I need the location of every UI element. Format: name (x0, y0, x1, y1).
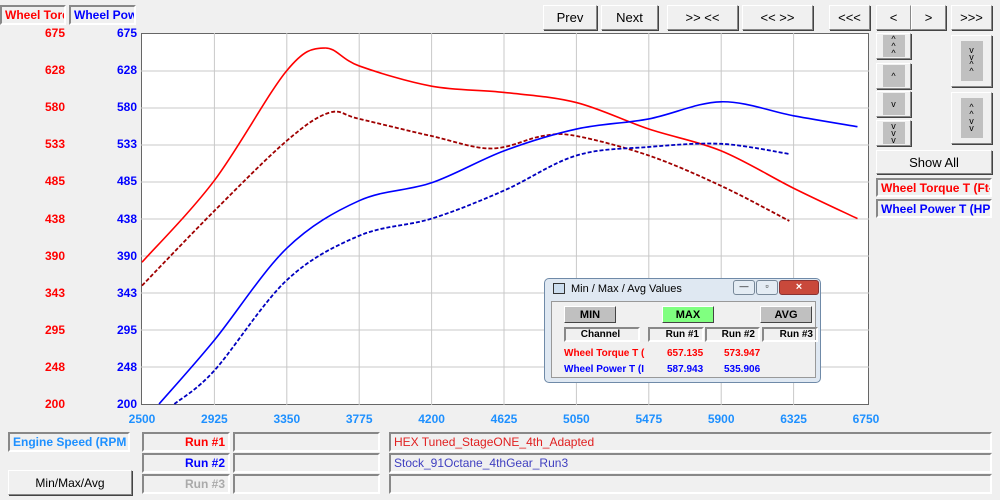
run-file-3[interactable] (389, 474, 992, 494)
x-tick: 6750 (852, 412, 880, 426)
x-tick: 3350 (273, 412, 301, 426)
series-line-4 (173, 142, 790, 405)
torque-y-tick: 675 (44, 26, 65, 40)
torque-axis-label[interactable]: Wheel Torque (0, 5, 66, 25)
torque-y-tick: 438 (44, 211, 65, 226)
x-tick: 4625 (490, 412, 518, 426)
min-button[interactable]: MIN (564, 306, 616, 323)
zoom-in-button[interactable]: >> << (667, 5, 738, 30)
dyno-chart (141, 33, 869, 405)
power-axis-label[interactable]: Wheel Power (69, 5, 136, 25)
expand-scale-button[interactable]: v v ^ ^ (951, 35, 992, 87)
torque-y-tick: 200 (44, 397, 65, 411)
x-tick: 5475 (635, 412, 663, 426)
torque-y-tick: 580 (44, 100, 65, 115)
avg-button[interactable]: AVG (760, 306, 812, 323)
legend-torque[interactable]: Wheel Torque T (Ft- (876, 178, 992, 197)
header-channel: Channel (564, 327, 640, 342)
x-tick: 2925 (201, 412, 228, 426)
torque-y-tick: 628 (44, 63, 65, 78)
run-slot-3[interactable] (233, 474, 380, 494)
minimize-button[interactable]: — (733, 280, 755, 295)
power-y-tick: 675 (116, 26, 137, 40)
power-y-tick: 295 (116, 322, 137, 337)
min-max-avg-button[interactable]: Min/Max/Avg (8, 470, 132, 495)
maximize-button[interactable]: ▫ (756, 280, 778, 295)
power-y-tick: 628 (116, 63, 137, 78)
x-tick: 6325 (780, 412, 807, 426)
scale-up-fast-button[interactable]: ^ ^ ^ (876, 33, 911, 59)
legend-power[interactable]: Wheel Power T (HP) (876, 199, 992, 218)
torque-y-tick: 343 (44, 285, 65, 300)
run-label-3[interactable]: Run #3 (142, 474, 230, 494)
x-channel-selector[interactable]: Engine Speed (RPM (8, 432, 130, 452)
max-button[interactable]: MAX (662, 306, 714, 323)
row-torque-channel: Wheel Torque T ( (564, 348, 645, 359)
triple-chevron-up-icon: ^ ^ ^ (882, 34, 905, 57)
x-tick: 4200 (418, 412, 445, 426)
chevron-up-icon: ^ (882, 65, 905, 87)
power-y-tick: 438 (116, 211, 137, 226)
compress-scale-button[interactable]: ^ ^ v v (951, 92, 992, 144)
header-run2: Run #2 (705, 327, 760, 342)
dialog-title: Min / Max / Avg Values (571, 283, 682, 295)
scale-up-button[interactable]: ^ (876, 63, 911, 89)
x-tick: 5900 (707, 412, 735, 426)
series-line-2 (141, 110, 790, 287)
scale-down-button[interactable]: v (876, 91, 911, 117)
expand-vertical-icon: v v ^ ^ (960, 41, 983, 81)
series-line-3 (158, 100, 858, 405)
power-y-tick: 580 (116, 100, 137, 115)
prev-button[interactable]: Prev (543, 5, 597, 30)
power-y-tick: 248 (116, 359, 137, 374)
power-y-tick: 533 (116, 137, 137, 152)
chevron-down-icon: v (882, 93, 905, 115)
torque-y-tick: 485 (44, 174, 65, 189)
x-tick: 2500 (128, 412, 156, 426)
run-slot-1[interactable] (233, 432, 380, 452)
scroll-right-fast-button[interactable]: >>> (951, 5, 992, 30)
min-max-avg-dialog: Min / Max / Avg Values — ▫ × MIN MAX AVG… (544, 278, 821, 383)
window-icon (553, 283, 565, 294)
header-run1: Run #1 (648, 327, 704, 342)
run-file-1[interactable]: HEX Tuned_StageONE_4th_Adapted (389, 432, 992, 452)
row-power-channel: Wheel Power T (I (564, 364, 645, 375)
x-tick: 3775 (345, 412, 373, 426)
torque-y-tick: 248 (44, 359, 65, 374)
row-power-run2: 535.906 (724, 364, 761, 375)
run-label-1[interactable]: Run #1 (142, 432, 230, 452)
run-label-2[interactable]: Run #2 (142, 453, 230, 473)
next-button[interactable]: Next (601, 5, 658, 30)
row-torque-run1: 657.135 (667, 348, 704, 359)
power-y-tick: 200 (116, 397, 137, 411)
power-y-tick: 485 (116, 174, 137, 189)
series-line-1 (141, 47, 858, 263)
x-tick: 5050 (563, 412, 590, 426)
zoom-out-button[interactable]: << >> (742, 5, 813, 30)
power-y-tick: 343 (116, 285, 137, 300)
header-run3: Run #3 (762, 327, 818, 342)
run-file-2[interactable]: Stock_91Octane_4thGear_Run3 (389, 453, 992, 473)
power-y-tick: 390 (116, 248, 137, 263)
torque-y-tick: 533 (44, 137, 65, 152)
close-button[interactable]: × (779, 280, 819, 295)
row-torque-run2: 573.947 (724, 348, 761, 359)
scroll-left-button[interactable]: < (876, 5, 911, 30)
run-slot-2[interactable] (233, 453, 380, 473)
compress-vertical-icon: ^ ^ v v (960, 98, 983, 138)
scroll-left-fast-button[interactable]: <<< (829, 5, 870, 30)
torque-y-tick: 295 (44, 322, 65, 337)
show-all-button[interactable]: Show All (876, 150, 992, 174)
scroll-right-button[interactable]: > (911, 5, 946, 30)
row-power-run1: 587.943 (667, 364, 704, 375)
torque-y-tick: 390 (44, 248, 65, 263)
